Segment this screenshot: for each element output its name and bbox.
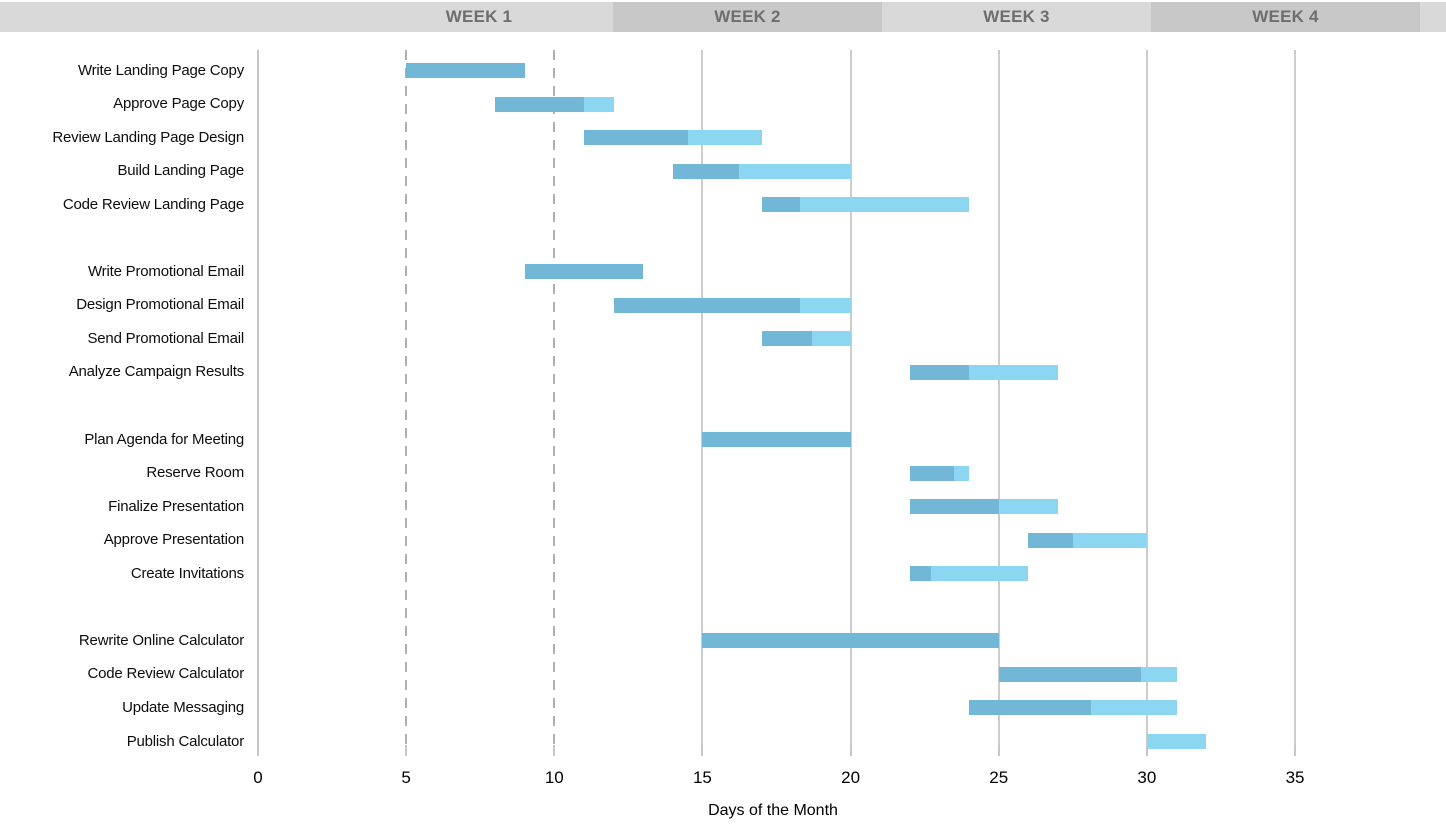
week-band-segment-week-2: WEEK 2 [613,2,882,32]
gantt-bar-complete [909,466,955,481]
gantt-bar-complete [672,164,740,179]
week-band-segment-week-4: WEEK 4 [1151,2,1420,32]
gantt-bar-remaining [930,566,1029,581]
x-axis-tick-label: 30 [1137,768,1157,787]
x-axis-tick [1145,745,1148,756]
week-band-filler [1420,2,1446,32]
gantt-bar-remaining [1146,734,1207,749]
gantt-bar-remaining [583,97,614,112]
x-axis-tick [701,745,704,756]
week-band-filler [0,2,345,32]
task-label: Rewrite Online Calculator [78,632,244,649]
gantt-bar-complete [613,298,801,313]
task-label: Publish Calculator [126,733,244,750]
gantt-bar-complete [702,633,999,648]
gridline-day-25 [997,50,1000,745]
task-label: Review Landing Page Design [52,129,244,146]
task-label: Finalize Presentation [108,498,244,515]
task-label: Create Invitations [130,565,244,582]
gantt-bar-remaining [954,466,970,481]
gantt-bar-remaining [687,130,762,145]
week-label: WEEK 4 [1252,7,1319,26]
task-label: Write Landing Page Copy [77,62,244,79]
gantt-bar-complete [909,499,999,514]
task-label: Approve Page Copy [113,95,244,112]
week-band-segment-week-1: WEEK 1 [345,2,613,32]
gantt-bar-complete [969,700,1091,715]
y-axis-line [257,50,259,756]
gridline-day-30 [1145,50,1148,745]
x-axis-tick [405,745,408,756]
gantt-bar-complete [524,264,644,279]
gantt-bar-complete [761,331,813,346]
week-band-segment-week-3: WEEK 3 [882,2,1151,32]
task-label: Write Promotional Email [87,263,244,280]
x-axis-tick-label: 15 [692,768,712,787]
x-axis-title: Days of the Month [708,802,838,819]
gantt-bar-remaining [969,365,1058,380]
task-label: Code Review Landing Page [62,196,244,213]
gantt-bar-complete [1028,533,1073,548]
task-label: Plan Agenda for Meeting [84,431,244,448]
week-label: WEEK 2 [714,7,781,26]
gantt-bar-remaining [739,164,851,179]
gantt-bar-remaining [800,197,970,212]
task-label: Analyze Campaign Results [68,363,244,380]
x-axis-tick-label: 5 [401,768,411,787]
gridline-day-20 [849,50,852,745]
task-label: Build Landing Page [117,162,244,179]
x-axis-tick-label: 35 [1285,768,1305,787]
task-label: Code Review Calculator [87,665,244,682]
x-axis-tick [997,745,1000,756]
x-axis-tick-label: 20 [841,768,861,787]
week-label: WEEK 3 [983,7,1050,26]
x-axis-tick [257,745,259,756]
x-axis-tick [1294,745,1297,756]
gridline-day-35 [1294,50,1297,745]
task-label: Reserve Room [146,464,244,481]
gantt-bar-remaining [800,298,851,313]
gantt-bar-complete [702,432,851,447]
task-label: Update Messaging [122,699,244,716]
x-axis-tick [553,745,556,756]
task-label: Send Promotional Email [87,330,244,347]
gantt-bar-complete [406,63,525,78]
gantt-bar-complete [583,130,688,145]
gantt-bar-remaining [1090,700,1177,715]
task-label: Approve Presentation [103,531,244,548]
gantt-bar-remaining [812,331,851,346]
gantt-bar-complete [761,197,801,212]
x-axis-tick-label: 0 [253,768,263,787]
x-axis-tick-label: 25 [989,768,1009,787]
week-label: WEEK 1 [445,7,513,26]
gridline-day-10 [553,50,556,745]
gantt-bar-complete [909,566,931,581]
gantt-bar-remaining [998,499,1058,514]
task-label: Design Promotional Email [76,296,244,313]
x-axis-tick-label: 10 [544,768,564,787]
gantt-bar-complete [495,97,584,112]
x-axis-tick [849,745,852,756]
gantt-bar-remaining [1140,667,1177,682]
gridline-day-15 [701,50,704,745]
gantt-bar-complete [998,667,1141,682]
gridline-day-5 [405,50,408,745]
gantt-bar-remaining [1072,533,1147,548]
gantt-bar-complete [909,365,970,380]
